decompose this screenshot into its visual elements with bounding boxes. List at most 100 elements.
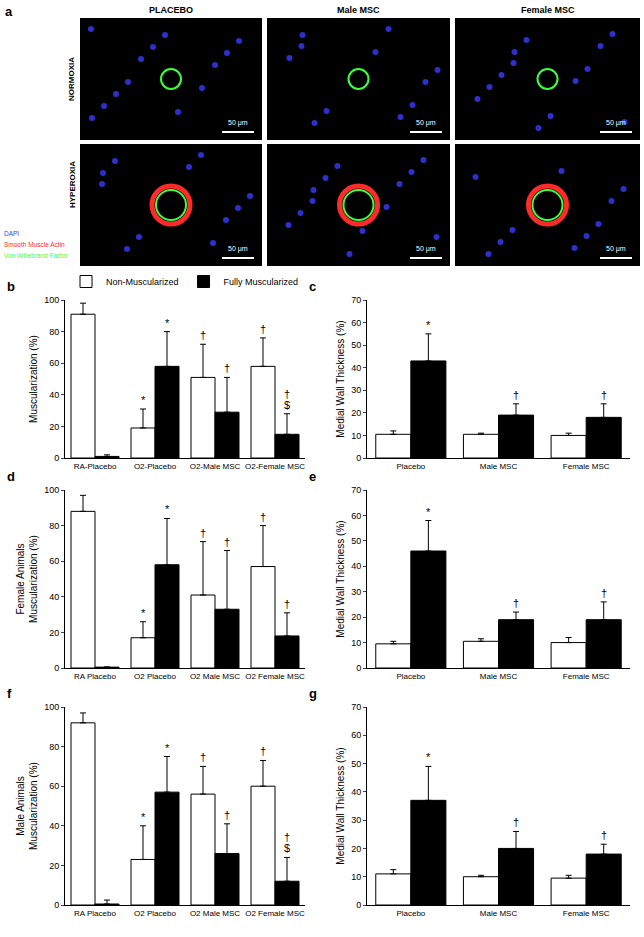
- svg-text:f: f: [7, 686, 12, 701]
- svg-text:60: 60: [49, 781, 59, 791]
- svg-text:0: 0: [356, 900, 361, 910]
- svg-text:O2-Placebo: O2-Placebo: [134, 462, 177, 471]
- svg-text:O2 Placebo: O2 Placebo: [134, 672, 176, 681]
- svg-text:Non-Muscularized: Non-Muscularized: [106, 277, 179, 287]
- svg-text:50: 50: [351, 340, 361, 350]
- svg-text:Female MSC: Female MSC: [521, 5, 575, 15]
- svg-text:†: †: [200, 527, 206, 539]
- svg-text:50 μm: 50 μm: [228, 119, 248, 127]
- svg-text:†: †: [601, 587, 607, 599]
- svg-text:$: $: [284, 842, 290, 854]
- svg-text:†: †: [601, 389, 607, 401]
- svg-text:Placebo: Placebo: [396, 462, 425, 471]
- svg-text:†: †: [224, 362, 230, 374]
- svg-text:*: *: [426, 319, 431, 331]
- svg-text:20: 20: [351, 844, 361, 854]
- svg-text:Male AnimalsMuscularization (%: Male AnimalsMuscularization (%): [15, 762, 39, 850]
- svg-text:*: *: [165, 317, 170, 329]
- svg-text:†: †: [513, 816, 519, 828]
- svg-text:10: 10: [351, 431, 361, 441]
- svg-text:20: 20: [351, 612, 361, 622]
- svg-text:20: 20: [351, 408, 361, 418]
- svg-text:*: *: [141, 607, 146, 619]
- svg-text:100: 100: [44, 295, 59, 305]
- svg-text:a: a: [5, 4, 13, 19]
- svg-text:Medial Wall Thickness (%): Medial Wall Thickness (%): [335, 747, 346, 864]
- svg-text:Fully Muscularized: Fully Muscularized: [224, 277, 299, 287]
- svg-text:70: 70: [351, 702, 361, 712]
- svg-text:40: 40: [49, 592, 59, 602]
- svg-text:70: 70: [351, 295, 361, 305]
- svg-text:Medial Wall Thickness (%): Medial Wall Thickness (%): [335, 320, 346, 437]
- svg-text:HYPEROXIA: HYPEROXIA: [68, 161, 77, 208]
- svg-text:40: 40: [49, 821, 59, 831]
- svg-text:80: 80: [49, 327, 59, 337]
- svg-text:O2-Female MSC: O2-Female MSC: [245, 462, 305, 471]
- svg-text:0: 0: [54, 900, 59, 910]
- svg-text:d: d: [7, 469, 15, 484]
- svg-text:30: 30: [351, 587, 361, 597]
- svg-text:Von Willebrand Factor: Von Willebrand Factor: [4, 252, 69, 259]
- svg-text:10: 10: [351, 872, 361, 882]
- svg-text:*: *: [141, 811, 146, 823]
- svg-text:†: †: [601, 829, 607, 841]
- svg-text:50 μm: 50 μm: [416, 119, 436, 127]
- svg-text:Male MSC: Male MSC: [337, 5, 380, 15]
- svg-text:40: 40: [49, 390, 59, 400]
- svg-text:†: †: [284, 388, 290, 400]
- svg-text:60: 60: [351, 730, 361, 740]
- svg-text:50 μm: 50 μm: [228, 245, 248, 253]
- svg-text:†: †: [284, 831, 290, 843]
- svg-text:40: 40: [351, 363, 361, 373]
- svg-text:80: 80: [49, 742, 59, 752]
- svg-text:Muscularization (%): Muscularization (%): [28, 335, 39, 423]
- svg-text:g: g: [309, 686, 317, 701]
- svg-text:Male MSC: Male MSC: [480, 909, 518, 918]
- svg-text:Female MSC: Female MSC: [563, 909, 610, 918]
- svg-text:80: 80: [49, 521, 59, 531]
- svg-text:O2 Placebo: O2 Placebo: [134, 909, 176, 918]
- svg-text:†: †: [200, 751, 206, 763]
- svg-text:50: 50: [351, 759, 361, 769]
- svg-text:40: 40: [351, 561, 361, 571]
- svg-text:30: 30: [351, 385, 361, 395]
- svg-text:60: 60: [351, 318, 361, 328]
- svg-text:10: 10: [351, 638, 361, 648]
- svg-text:50 μm: 50 μm: [606, 245, 626, 253]
- svg-text:O2 Female MSC: O2 Female MSC: [245, 909, 305, 918]
- svg-text:O2 Male MSC: O2 Male MSC: [190, 909, 240, 918]
- svg-text:O2-Male MSC: O2-Male MSC: [190, 462, 241, 471]
- svg-text:Smooth Muscle Actin: Smooth Muscle Actin: [4, 241, 65, 248]
- svg-text:$: $: [284, 399, 290, 411]
- svg-text:RA-Placebo: RA-Placebo: [74, 462, 117, 471]
- svg-text:†: †: [200, 329, 206, 341]
- svg-text:RA Placebo: RA Placebo: [74, 672, 116, 681]
- svg-text:DAPI: DAPI: [4, 230, 19, 237]
- svg-text:Medial Wall Thickness (%): Medial Wall Thickness (%): [335, 520, 346, 637]
- svg-text:O2 Female MSC: O2 Female MSC: [245, 672, 305, 681]
- svg-text:†: †: [224, 809, 230, 821]
- svg-text:60: 60: [351, 511, 361, 521]
- svg-text:0: 0: [54, 663, 59, 673]
- svg-text:†: †: [260, 745, 266, 757]
- svg-text:50 μm: 50 μm: [416, 245, 436, 253]
- svg-text:60: 60: [49, 358, 59, 368]
- svg-text:†: †: [513, 389, 519, 401]
- svg-text:20: 20: [49, 861, 59, 871]
- svg-text:NORMOXIA: NORMOXIA: [67, 57, 76, 101]
- svg-text:PLACEBO: PLACEBO: [149, 5, 193, 15]
- svg-text:†: †: [284, 598, 290, 610]
- svg-text:†: †: [224, 536, 230, 548]
- svg-text:Female AnimalsMuscularization: Female AnimalsMuscularization (%): [15, 535, 39, 623]
- svg-text:50: 50: [351, 536, 361, 546]
- svg-text:†: †: [513, 597, 519, 609]
- svg-text:*: *: [165, 503, 170, 515]
- svg-text:100: 100: [44, 702, 59, 712]
- svg-text:Male MSC: Male MSC: [480, 672, 518, 681]
- svg-text:RA Placebo: RA Placebo: [74, 909, 116, 918]
- svg-text:0: 0: [54, 453, 59, 463]
- svg-text:*: *: [165, 742, 170, 754]
- svg-text:Female MSC: Female MSC: [563, 462, 610, 471]
- svg-text:c: c: [309, 279, 316, 294]
- svg-text:†: †: [260, 323, 266, 335]
